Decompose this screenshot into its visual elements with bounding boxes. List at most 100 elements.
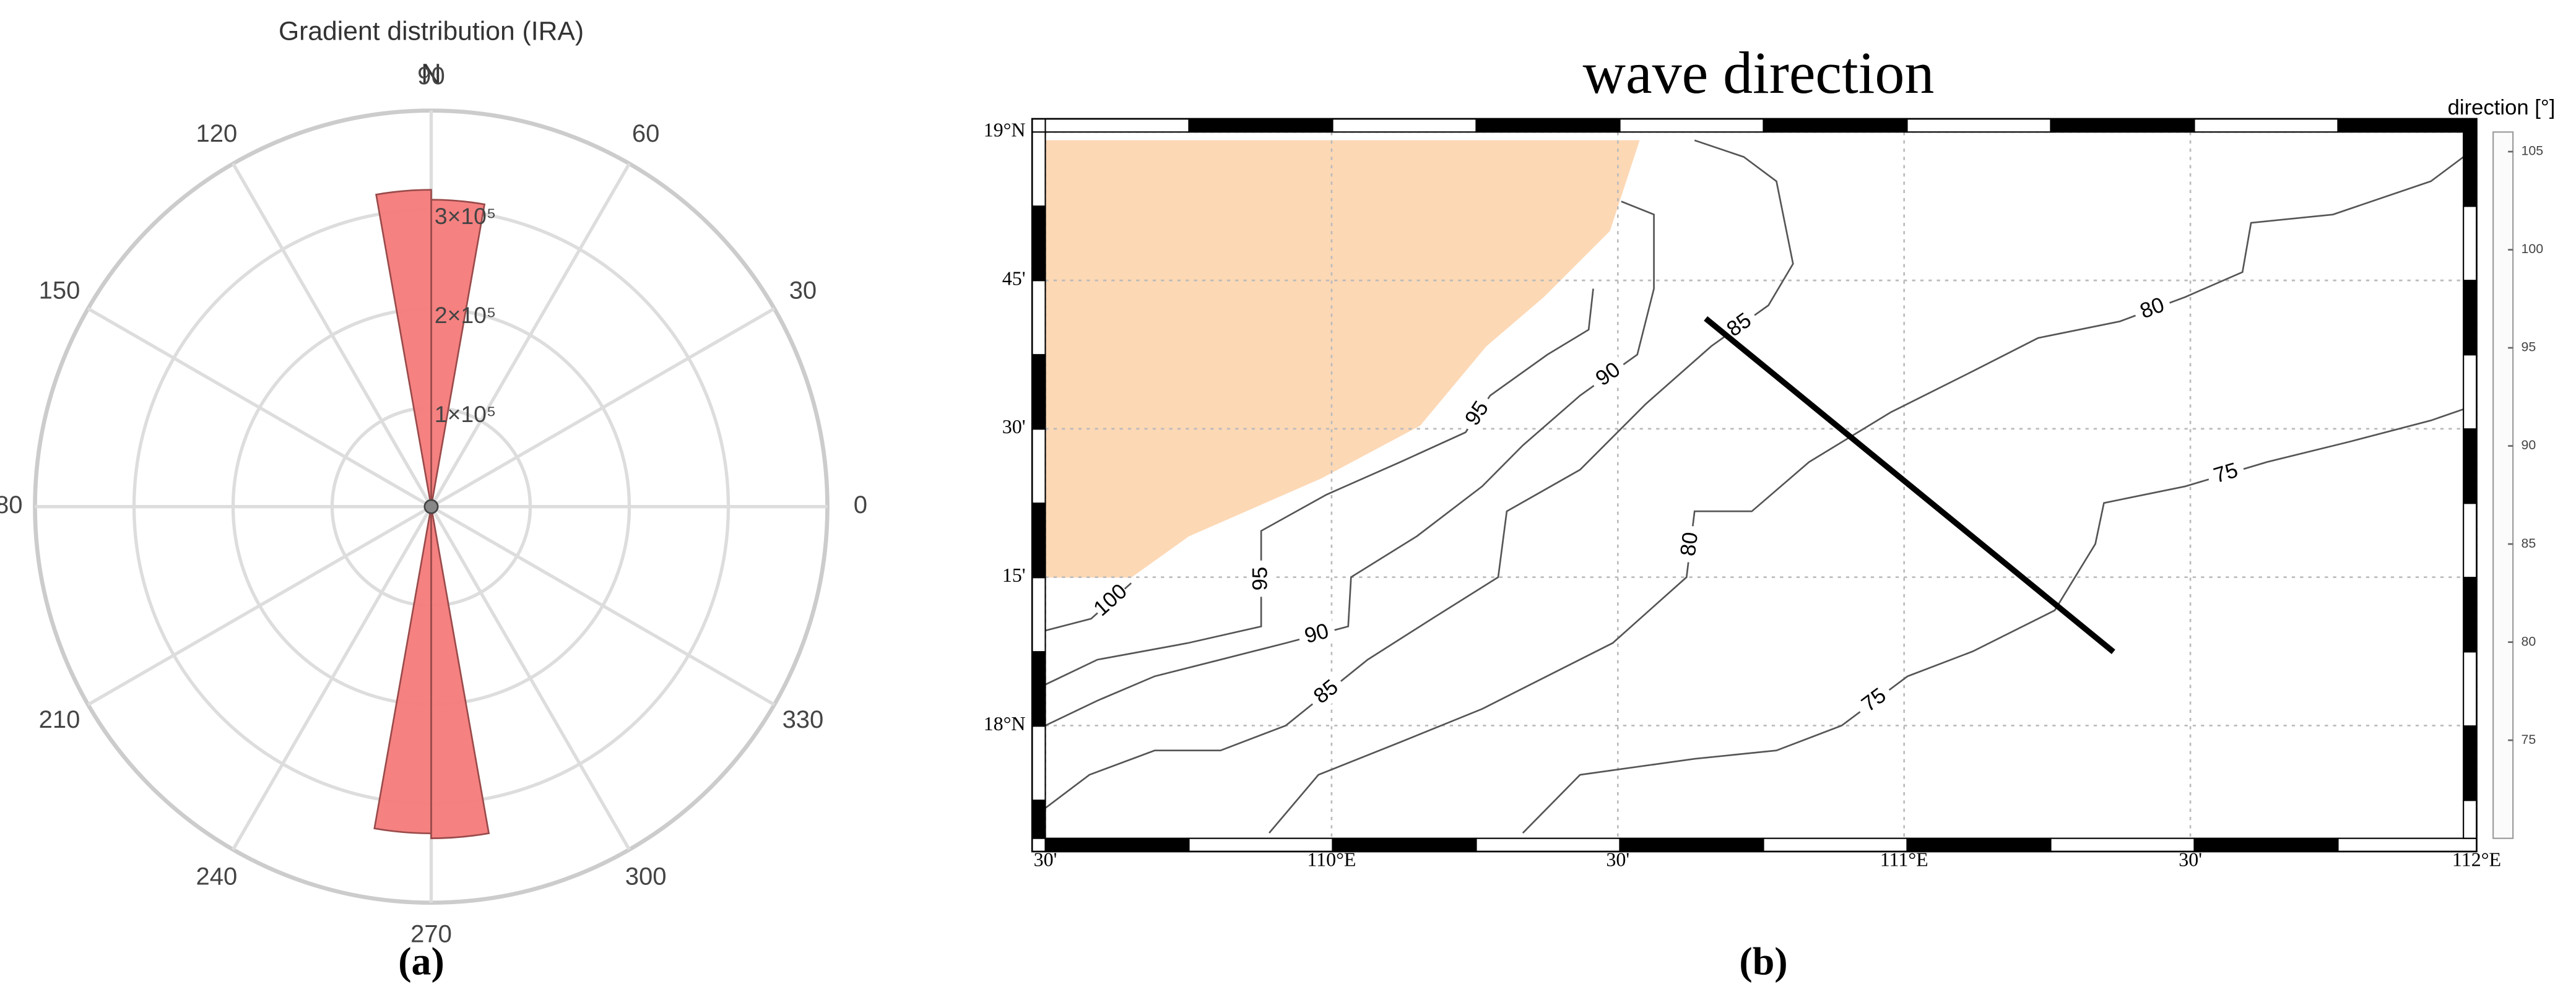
theta-tick-label: 90: [417, 63, 445, 90]
bar: [375, 189, 432, 507]
frame-left: [1031, 725, 1046, 801]
polar-title: Gradient distribution (IRA): [279, 17, 584, 46]
frame-bottom: [1188, 837, 1334, 853]
frame-top: [2050, 118, 2195, 133]
frame-right: [2463, 205, 2478, 282]
contour-label-bg: [1458, 392, 1498, 436]
contour-label-bg: [1676, 525, 1704, 564]
contour-label-bg: [1249, 560, 1273, 597]
frame-left: [1031, 800, 1046, 839]
frame-bottom: [2193, 837, 2339, 853]
frame-right: [2463, 725, 2478, 801]
frame-left: [1031, 577, 1046, 653]
contour-line: [1268, 156, 2465, 834]
contour-line: [1044, 288, 1594, 686]
bar: [430, 506, 490, 840]
contour-label-bg: [1296, 619, 1338, 651]
grid-spoke: [430, 163, 631, 507]
colorbar: [2492, 131, 2514, 839]
contour-line: [1522, 408, 2464, 834]
frame-top: [1332, 118, 1477, 133]
frame-right: [2463, 428, 2478, 504]
frame-bottom: [2050, 837, 2195, 853]
contour-label: 95: [1248, 567, 1272, 591]
frame-left: [1031, 205, 1046, 282]
frame-right: [2463, 354, 2478, 430]
grid-spoke: [430, 506, 631, 851]
contour-label-bg: [1853, 681, 1896, 722]
grid-spoke: [87, 307, 432, 508]
frame-right: [2463, 651, 2478, 727]
north-label: N: [421, 58, 441, 90]
frame-top: [2337, 118, 2478, 133]
grid-spoke: [430, 307, 776, 508]
caption-b: (b): [1739, 939, 1787, 983]
frame-right: [2463, 131, 2478, 207]
y-tick-label: 30': [1002, 415, 1026, 438]
frame-right: [2463, 502, 2478, 579]
colorbar-tick-label: 95: [2522, 340, 2536, 355]
contour-label-bg: [1090, 580, 1133, 622]
theta-tick-label: 210: [39, 706, 80, 733]
colorbar-tick-label: 90: [2522, 438, 2536, 452]
frame-top: [1906, 118, 2052, 133]
theta-tick-label: 30: [789, 277, 817, 304]
theta-tick-label: 300: [625, 863, 667, 891]
frame-left: [1031, 131, 1046, 207]
frame-left: [1031, 280, 1046, 356]
frame-left: [1031, 651, 1046, 727]
y-tick-label: 15': [1002, 564, 1026, 586]
theta-tick-label: 120: [196, 120, 237, 147]
frame-right: [2463, 280, 2478, 356]
y-tick-label: 19°N: [984, 119, 1026, 141]
contour-line: [1044, 201, 1655, 727]
r-tick-label: 3×10⁵: [435, 203, 497, 229]
frame-top: [1188, 118, 1334, 133]
grid-spoke: [232, 163, 433, 507]
colorbar-tick-label: 75: [2522, 732, 2536, 747]
colorbar-tick-label: 100: [2522, 241, 2544, 256]
grid-spoke: [232, 506, 433, 851]
caption-a: (a): [398, 939, 445, 983]
r-tick-label: 2×10⁵: [435, 302, 497, 328]
frame-top: [1619, 118, 1764, 133]
frame-top: [1044, 118, 1190, 133]
theta-tick-label: 150: [39, 277, 80, 304]
y-tick-label: 18°N: [984, 712, 1026, 735]
theta-tick-label: 240: [196, 863, 237, 891]
contour-label-bg: [2205, 458, 2247, 491]
contour-label-bg: [2131, 291, 2174, 327]
contour-line: [1044, 139, 1794, 809]
colorbar-label: direction [°]: [2448, 96, 2556, 119]
frame-top: [1475, 118, 1621, 133]
frame-bottom: [1763, 837, 1908, 853]
frame-bottom: [1044, 837, 1190, 853]
theta-tick-label: 270: [410, 921, 452, 948]
theta-tick-label: 180: [0, 491, 23, 519]
land: [1045, 140, 1640, 578]
theta-tick-label: 0: [854, 491, 867, 519]
frame-bottom: [1619, 837, 1764, 853]
theta-tick-label: 60: [632, 120, 660, 147]
frame-left: [1031, 428, 1046, 504]
frame-border: [1031, 118, 2478, 853]
colorbar-tick-label: 85: [2522, 536, 2536, 551]
frame-bottom: [2337, 837, 2478, 853]
transect: [1704, 316, 2115, 654]
frame-bottom: [1475, 837, 1621, 853]
frame-top: [1763, 118, 1908, 133]
grid-spoke: [87, 505, 432, 706]
center: [423, 499, 439, 514]
contour-label-bg: [1305, 672, 1348, 714]
r-tick-label: 1×10⁵: [435, 401, 497, 427]
grid-spoke: [430, 505, 776, 706]
frame-top: [2193, 118, 2339, 133]
theta-tick-label: 330: [783, 706, 824, 733]
frame-right: [2463, 577, 2478, 653]
colorbar-tick-label: 105: [2522, 144, 2544, 158]
map-title: wave direction: [1583, 40, 1935, 106]
contour-label: 90: [1302, 619, 1331, 649]
y-tick-label: 45': [1002, 267, 1026, 289]
